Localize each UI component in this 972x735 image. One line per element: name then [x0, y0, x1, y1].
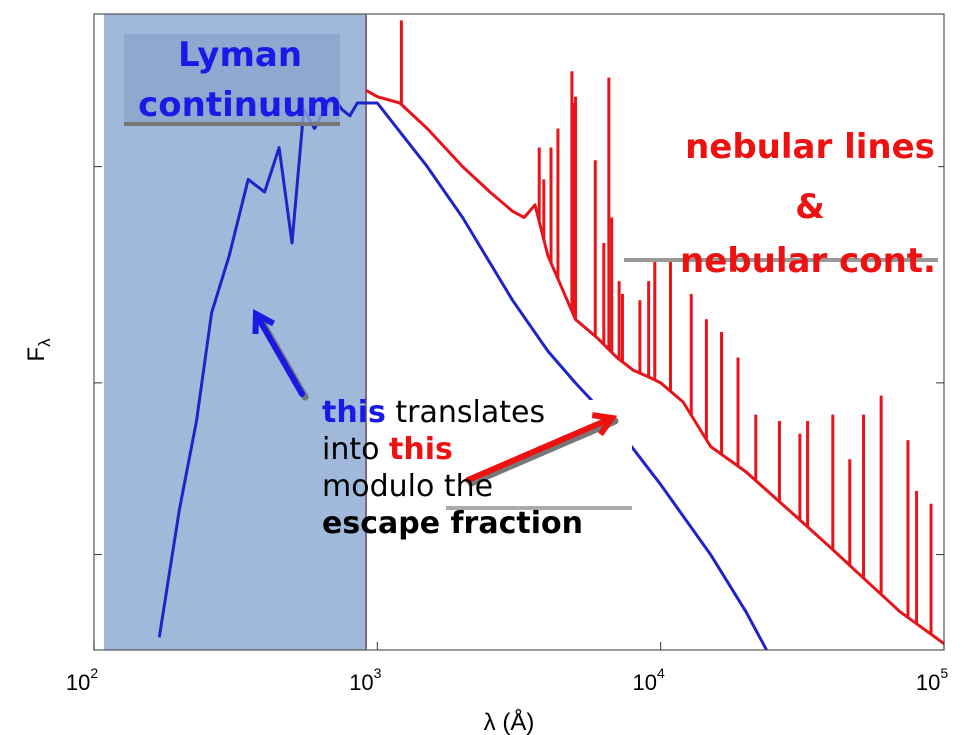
blue-arrow-shaft [253, 311, 305, 397]
nebular-label-line3: nebular cont. [680, 241, 936, 281]
red-arrow-head [591, 412, 618, 437]
red-arrow-shaft [465, 415, 615, 483]
plot-layer: 102 103 104 105 λ (Å) Fλ Lyman continuum nebular… [23, 13, 948, 735]
blue-arrow-head [252, 309, 275, 335]
escape-fraction-label: escape fraction [322, 506, 583, 541]
lyman-label-box [124, 34, 340, 124]
x-tick-label: 104 [633, 665, 665, 695]
nebular-label-box [624, 122, 938, 260]
x-tick-label: 103 [349, 665, 381, 695]
annotation-line-2: into this [322, 431, 642, 468]
x-tick-label: 105 [916, 665, 948, 695]
y-axis-label: Fλ [23, 338, 54, 362]
x-tick-label: 102 [66, 665, 98, 695]
plot-frame [93, 13, 945, 651]
this-blue-word: this [322, 395, 386, 430]
nebular-spectrum-line [365, 88, 944, 645]
lyman-label-line2: continuum [138, 85, 342, 125]
data-group [157, 20, 944, 650]
lyman-label-line1: Lyman [178, 35, 302, 75]
translates-word: translates [385, 395, 546, 430]
this-red-word: this [389, 432, 453, 467]
annotation-line-4: escape fraction [322, 505, 642, 542]
into-word: into [322, 432, 390, 467]
annotation-body: this translates into this modulo the esc… [322, 394, 642, 542]
red-arrow-shadow [467, 417, 619, 487]
nebular-label-line2: & [795, 187, 825, 227]
annotation-line-1: this translates [322, 394, 642, 431]
x-axis-label: λ (Å) [484, 708, 535, 735]
annotation-line-3: modulo the [322, 469, 494, 504]
nebular-label-line1: nebular lines [685, 127, 935, 167]
